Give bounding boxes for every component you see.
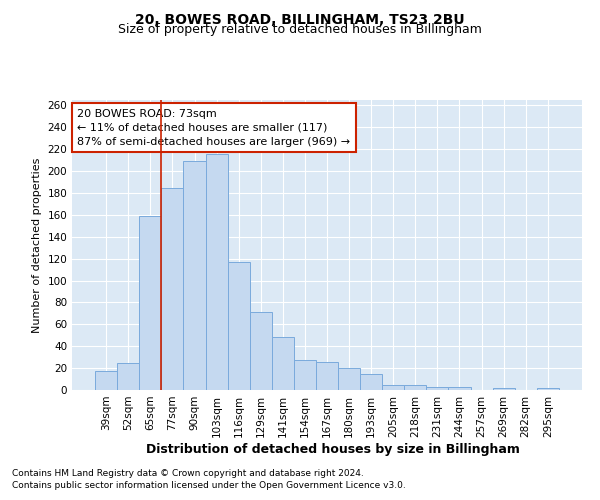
Y-axis label: Number of detached properties: Number of detached properties	[32, 158, 42, 332]
Bar	[117, 362, 139, 390]
Text: Size of property relative to detached houses in Billingham: Size of property relative to detached ho…	[118, 22, 482, 36]
Bar	[184, 162, 206, 390]
Bar	[404, 384, 427, 390]
Bar	[227, 262, 250, 390]
Bar	[316, 362, 338, 390]
Text: Contains public sector information licensed under the Open Government Licence v3: Contains public sector information licen…	[12, 481, 406, 490]
Text: 20, BOWES ROAD, BILLINGHAM, TS23 2BU: 20, BOWES ROAD, BILLINGHAM, TS23 2BU	[135, 12, 465, 26]
Bar	[382, 384, 404, 390]
Bar	[448, 386, 470, 390]
Bar	[493, 388, 515, 390]
Bar	[338, 368, 360, 390]
Bar	[139, 216, 161, 390]
Bar	[360, 374, 382, 390]
Text: 20 BOWES ROAD: 73sqm
← 11% of detached houses are smaller (117)
87% of semi-deta: 20 BOWES ROAD: 73sqm ← 11% of detached h…	[77, 108, 350, 146]
Bar	[427, 386, 448, 390]
Bar	[294, 360, 316, 390]
Text: Contains HM Land Registry data © Crown copyright and database right 2024.: Contains HM Land Registry data © Crown c…	[12, 468, 364, 477]
Text: Distribution of detached houses by size in Billingham: Distribution of detached houses by size …	[146, 442, 520, 456]
Bar	[206, 154, 227, 390]
Bar	[537, 388, 559, 390]
Bar	[161, 188, 184, 390]
Bar	[95, 372, 117, 390]
Bar	[250, 312, 272, 390]
Bar	[272, 338, 294, 390]
